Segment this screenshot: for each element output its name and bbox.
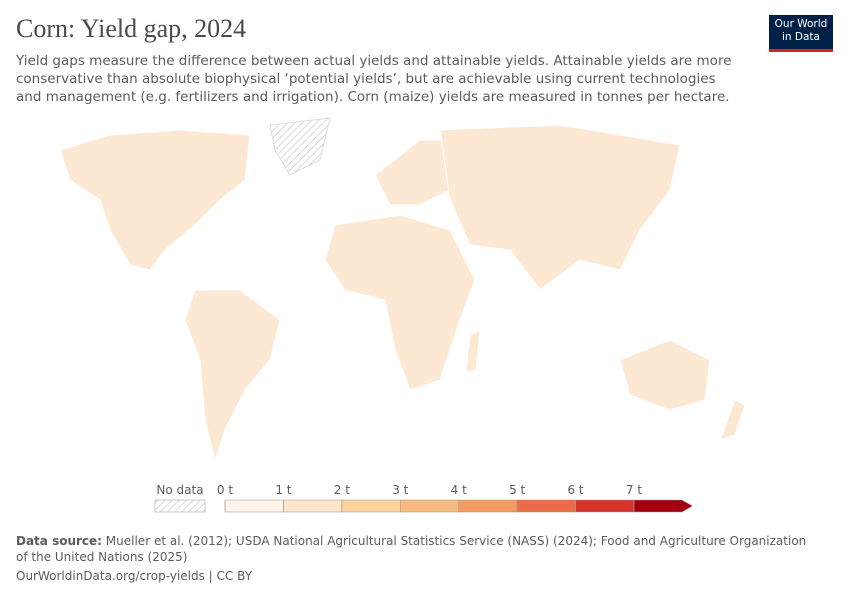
legend-tick-label: 3 t (392, 483, 408, 497)
source: Mueller et al. (2012); USDA National Agr… (16, 534, 807, 564)
legend-bin (283, 499, 343, 513)
australia (619, 339, 711, 411)
legend-tick-label: 5 t (509, 483, 525, 497)
south-america (184, 289, 281, 462)
north-america (59, 129, 251, 271)
legend-bin (633, 499, 693, 513)
no-data-swatch (154, 499, 206, 513)
legend-tick-label: 2 t (334, 483, 350, 497)
legend-bin (400, 499, 459, 513)
greenland (269, 117, 331, 176)
madagascar (465, 329, 481, 373)
legend-tick-label: 4 t (451, 483, 467, 497)
legend-bin (458, 499, 518, 513)
new-zealand (719, 399, 746, 441)
legend-bin (575, 499, 635, 513)
logo[interactable]: Our World in Data (769, 15, 833, 52)
legend-tick-label: 1 t (275, 483, 291, 497)
africa (324, 214, 476, 391)
legend-tick-label: 0 t (217, 483, 233, 497)
legend-bin (341, 499, 401, 513)
asia (439, 124, 681, 291)
legend-tick-label: 6 t (567, 483, 583, 497)
logo-line: Our World (774, 18, 828, 30)
footer: Data source: Mueller et al. (2012); USDA… (16, 533, 816, 565)
url-license[interactable]: OurWorldinData.org/crop-yields | CC BY (16, 569, 253, 583)
legend-bin (224, 499, 284, 513)
title: Corn: Yield gap, 2024 (16, 14, 247, 43)
map: No data 0 t 1 t 2 t 3 t 4 t 5 t 6 t 7 t (59, 117, 746, 513)
legend-tick-label: 7 t (626, 483, 642, 497)
world (59, 117, 746, 462)
no-data-label: No data (156, 483, 203, 497)
logo-line: in Data (782, 31, 820, 43)
legend-bin (516, 499, 576, 513)
source-label: Data source: (16, 534, 102, 548)
subtitle: Yield gaps measure the difference betwee… (16, 53, 732, 105)
